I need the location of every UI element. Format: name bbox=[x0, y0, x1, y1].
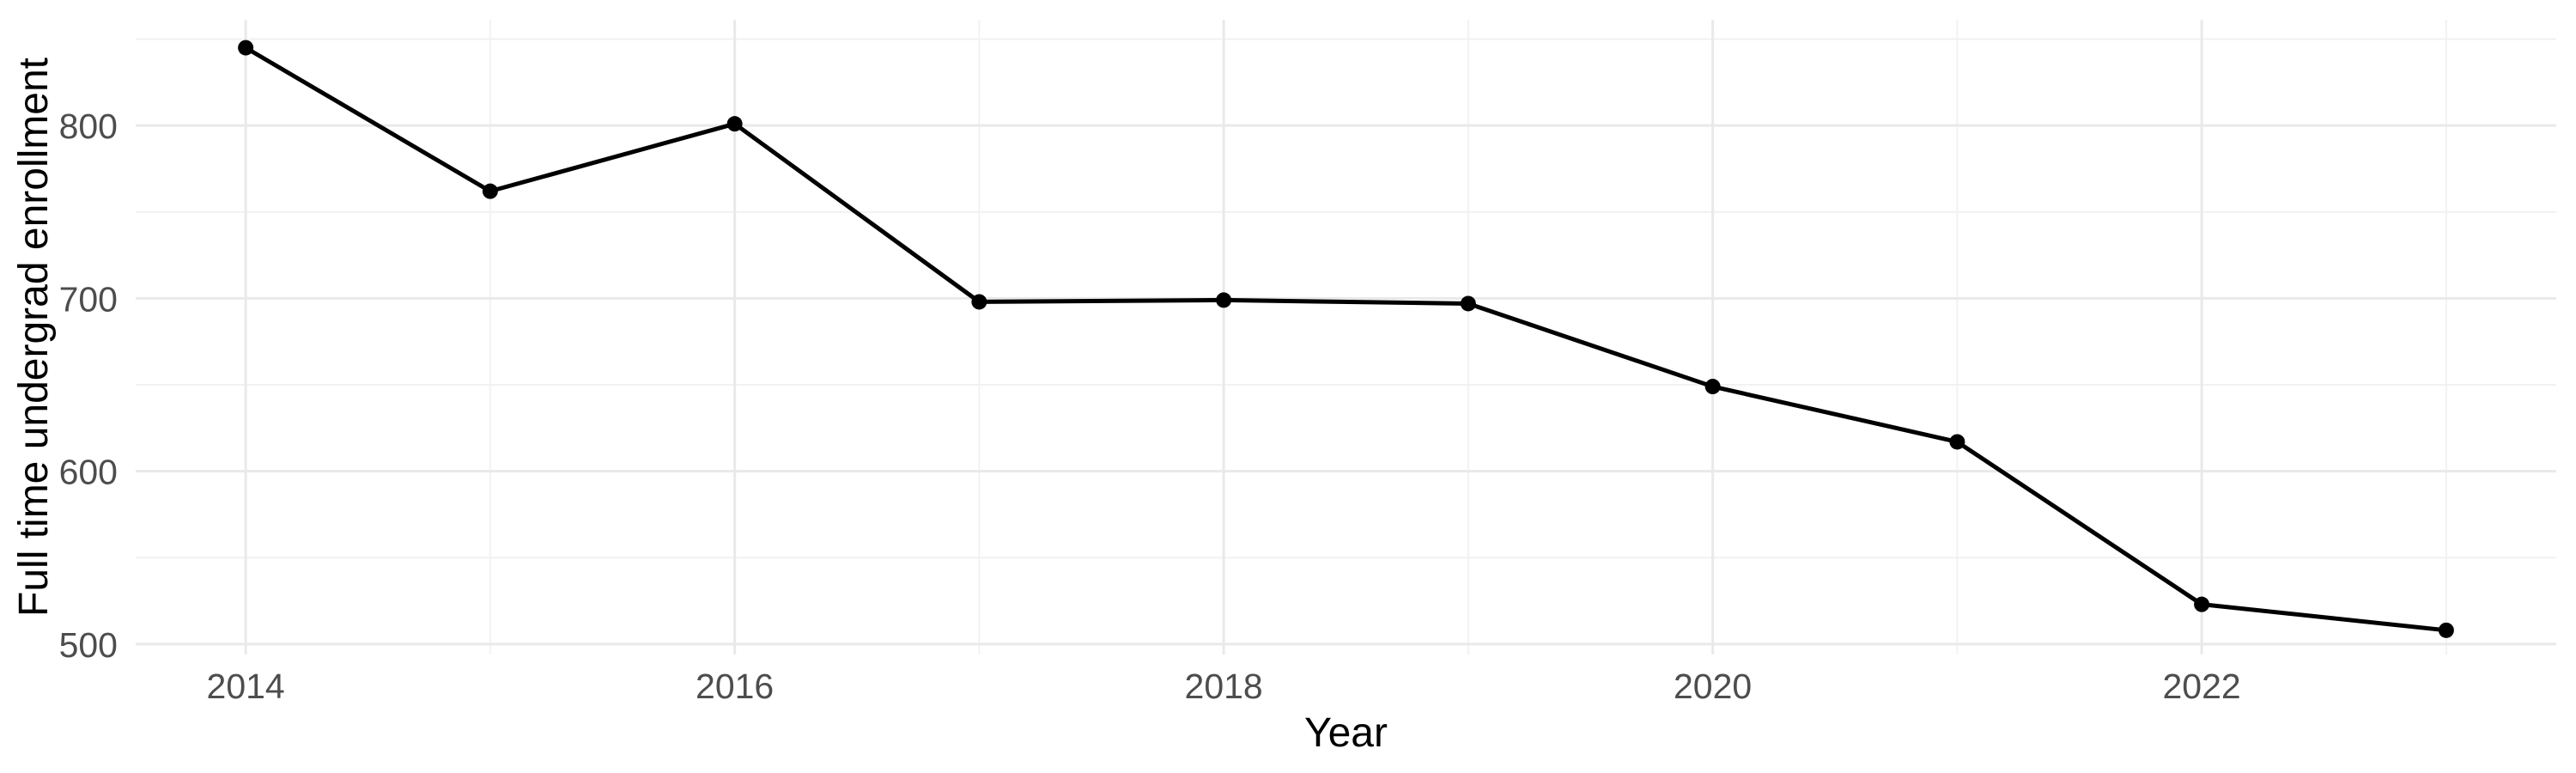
y-tick-label: 600 bbox=[59, 453, 118, 492]
data-point bbox=[2438, 622, 2454, 638]
enrollment-series-points bbox=[238, 40, 2454, 638]
x-tick-label: 2014 bbox=[207, 666, 285, 706]
x-tick-label: 2020 bbox=[1674, 666, 1752, 706]
data-point bbox=[238, 40, 254, 56]
major-gridlines bbox=[136, 20, 2556, 654]
x-axis-title: Year bbox=[1304, 710, 1388, 756]
data-point bbox=[1460, 295, 1476, 312]
data-point bbox=[726, 116, 743, 132]
data-point bbox=[2194, 596, 2210, 612]
minor-gridlines bbox=[136, 20, 2556, 654]
y-tick-label: 800 bbox=[59, 107, 118, 146]
data-point bbox=[1949, 434, 1965, 450]
x-tick-label: 2022 bbox=[2163, 666, 2241, 706]
x-tick-label: 2016 bbox=[696, 666, 774, 706]
y-tick-label: 700 bbox=[59, 279, 118, 319]
y-tick-label: 500 bbox=[59, 625, 118, 665]
data-point bbox=[1216, 292, 1232, 308]
y-axis-title: Full time undergrad enrollment bbox=[11, 58, 57, 617]
x-tick-label: 2018 bbox=[1185, 666, 1263, 706]
data-point bbox=[1704, 379, 1721, 395]
data-point bbox=[482, 183, 498, 199]
enrollment-series-line bbox=[243, 46, 2449, 633]
x-axis-tick-labels: 2014 2016 2018 2020 2022 bbox=[207, 666, 2241, 706]
y-axis-tick-labels: 500 600 700 800 bbox=[59, 107, 118, 665]
data-point bbox=[971, 294, 987, 310]
